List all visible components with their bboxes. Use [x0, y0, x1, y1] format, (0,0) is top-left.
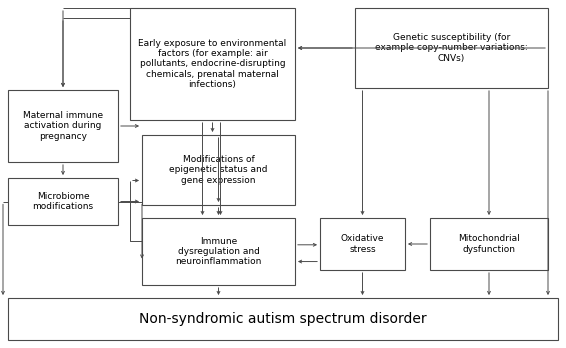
Bar	[320, 218, 405, 270]
Text: Non-syndromic autism spectrum disorder: Non-syndromic autism spectrum disorder	[139, 312, 427, 326]
Text: Modifications of
epigenetic status and
gene expression: Modifications of epigenetic status and g…	[169, 155, 268, 185]
Bar	[142, 218, 295, 285]
Bar	[430, 218, 548, 270]
Text: Early exposure to environmental
factors (for example: air
pollutants, endocrine-: Early exposure to environmental factors …	[138, 39, 286, 89]
Text: Oxidative
stress: Oxidative stress	[341, 234, 384, 254]
Bar	[8, 90, 118, 162]
Text: Mitochondrial
dysfunction: Mitochondrial dysfunction	[458, 234, 520, 254]
Text: Genetic susceptibility (for
example copy-number variations:
CNVs): Genetic susceptibility (for example copy…	[375, 33, 528, 63]
Text: Immune
dysregulation and
neuroinflammation: Immune dysregulation and neuroinflammati…	[175, 237, 261, 267]
Bar	[130, 8, 295, 120]
Bar	[8, 298, 558, 340]
Bar	[8, 178, 118, 225]
Bar	[142, 135, 295, 205]
Text: Maternal immune
activation during
pregnancy: Maternal immune activation during pregna…	[23, 111, 103, 141]
Bar	[355, 8, 548, 88]
Text: Microbiome
modifications: Microbiome modifications	[32, 192, 93, 211]
